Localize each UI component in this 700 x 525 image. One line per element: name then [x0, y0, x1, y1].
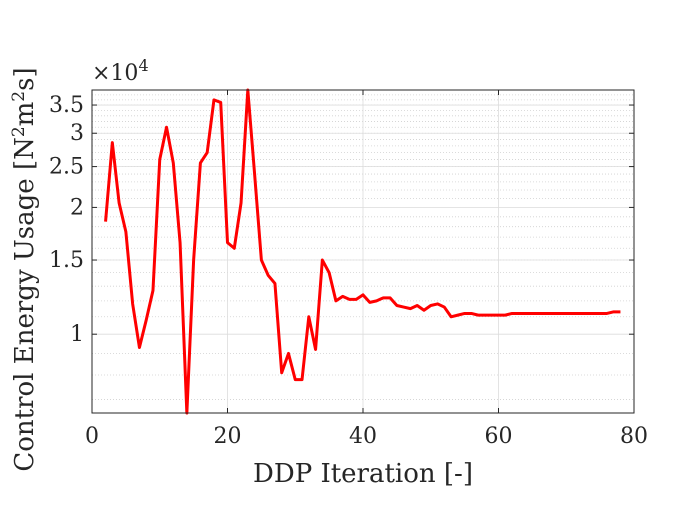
x-tick-label: 40 [349, 424, 377, 449]
ticks: 0 20 40 60 80 1 1.5 2 2.5 3 3.5 [49, 90, 648, 449]
y-tick-label: 2.5 [49, 155, 84, 180]
y-tick-label: 3.5 [49, 93, 84, 118]
x-tick-label: 80 [620, 424, 648, 449]
y-tick-label: 1 [70, 322, 84, 347]
y-tick-label: 2 [70, 195, 84, 220]
y-tick-label: 1.5 [49, 248, 84, 273]
y-exponent-label: ×104 [92, 56, 149, 86]
x-axis-label: DDP Iteration [-] [253, 459, 473, 489]
x-tick-label: 20 [214, 424, 242, 449]
series-layer [104, 88, 621, 415]
y-axis-label: Control Energy Usage [N2m2s] [9, 67, 40, 471]
x-tick-label: 60 [485, 424, 513, 449]
x-tick-label: 0 [85, 424, 99, 449]
series-line [104, 88, 621, 415]
y-tick-label: 3 [70, 121, 84, 146]
